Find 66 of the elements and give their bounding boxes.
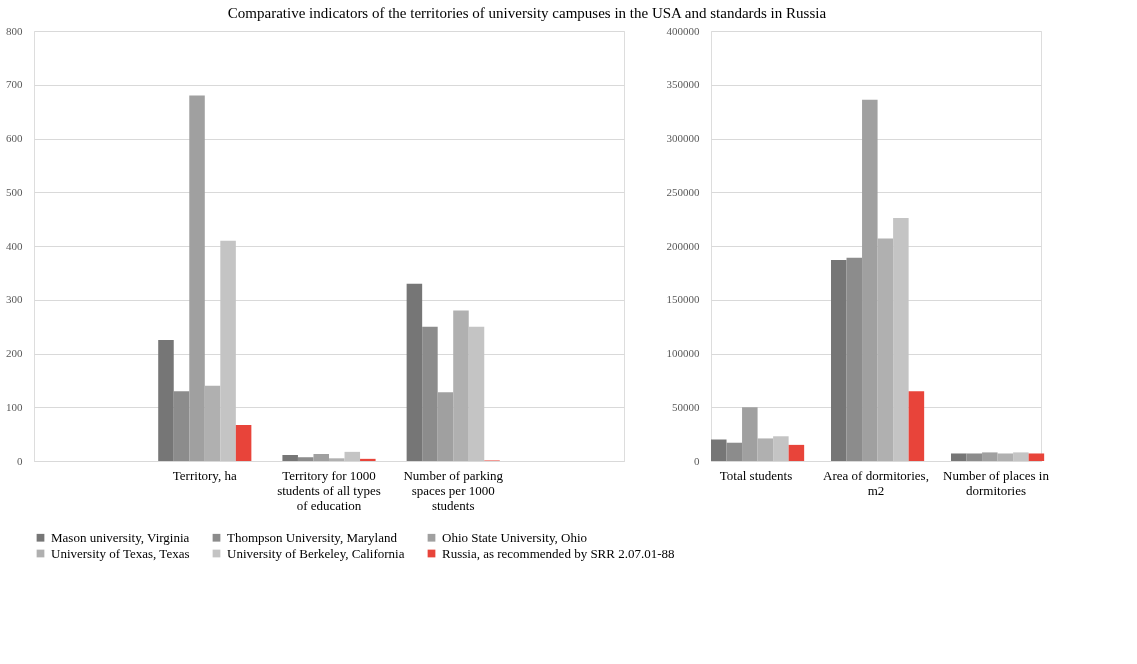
bar [982,452,998,461]
bar [862,99,878,461]
y-tick-label: 100 [6,400,23,413]
y-tick-label: 250000 [666,185,700,198]
y-tick-label: 0 [17,454,23,467]
bar [711,439,727,461]
bar [742,407,758,461]
bar [773,436,789,461]
bar [220,240,236,461]
bar [453,310,469,461]
legend-label: University of Berkeley, California [227,545,405,561]
bar [726,442,743,461]
y-tick-label: 500 [6,185,23,198]
y-tick-label: 300 [6,293,23,306]
x-tick-label: Total students [719,467,793,483]
bar [1028,453,1045,461]
bar [158,340,174,461]
x-tick-label: Territory, ha [172,467,237,483]
bar [846,257,863,461]
bar [951,453,967,461]
bar [235,424,252,461]
legend-label: Thompson University, Maryland [227,529,398,545]
bar [282,455,298,461]
y-tick-label: 50000 [672,400,700,413]
bar [422,326,438,461]
y-tick-label: 600 [6,132,23,144]
y-tick-label: 700 [6,78,23,91]
y-tick-label: 400 [6,239,23,252]
bar [344,451,361,461]
x-tick-label: Area of dormitories, m2 [823,467,929,498]
y-tick-label: 200 [6,347,23,359]
bar [877,238,894,461]
x-tick-label: Territory for 1000 students of all types of education [277,467,381,513]
y-tick-label: 400000 [666,24,700,37]
bar [468,326,485,461]
legend-label: Mason university, Virginia [51,529,190,545]
chart-title: Comparative indicators of the territories of university campuses in the USA and standards in Russia [227,4,827,21]
legend-label: Ohio State University, Ohio [442,529,588,545]
bar [204,385,221,461]
bar [406,283,423,461]
bar [329,458,345,461]
bar [757,438,774,461]
y-tick-label: 800 [6,24,23,37]
y-tick-label: 100000 [666,347,700,359]
bar [788,444,805,461]
bar [1013,452,1029,461]
bar [189,95,205,461]
y-tick-label: 150000 [666,293,700,306]
bar [360,458,376,461]
legend-label: Russia, as recommended by SRR 2.07.01-88 [442,545,675,561]
y-tick-label: 350000 [666,78,700,91]
bar [313,454,329,461]
x-tick-label: Number of places in dormitories [943,467,1050,498]
bar [893,218,909,461]
bar [297,457,314,461]
bar [831,259,847,461]
bar [997,453,1014,461]
bar [437,392,454,461]
bar [966,453,983,461]
legend-label: University of Texas, Texas [51,545,190,561]
bar [173,391,190,461]
y-tick-label: 0 [694,454,700,467]
y-tick-label: 300000 [666,132,700,144]
bar [908,391,925,461]
y-tick-label: 200000 [666,239,700,252]
x-tick-label: Number of parking spaces per 1000 students [403,467,504,513]
